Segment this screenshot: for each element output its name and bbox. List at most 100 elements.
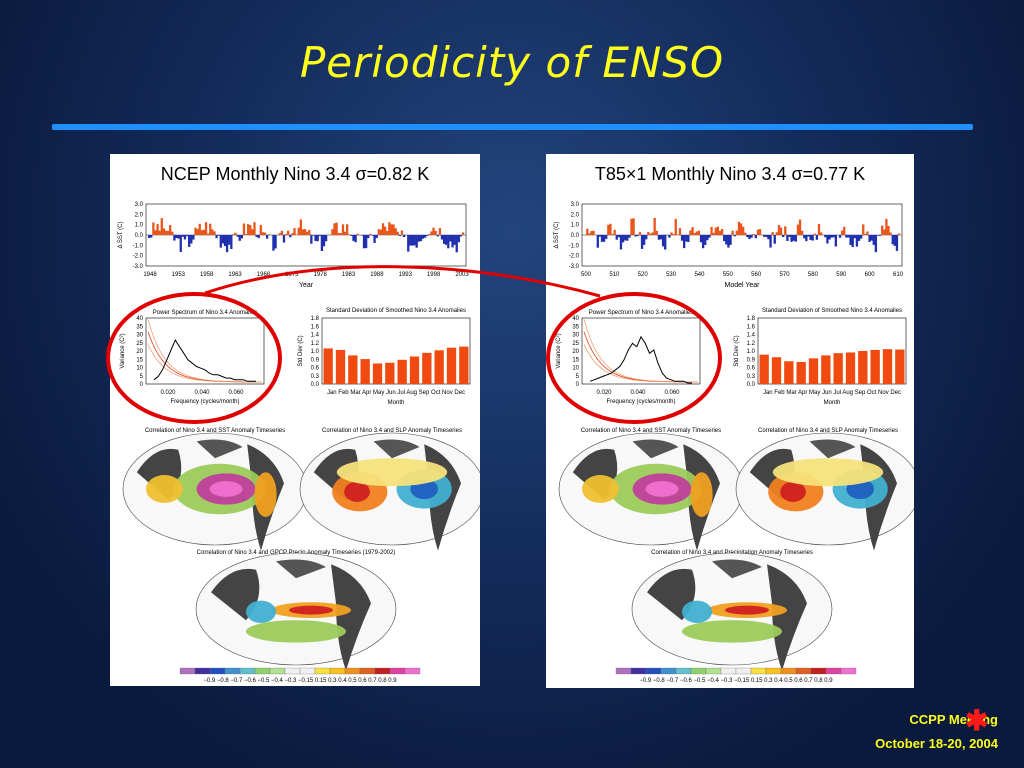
ts-anomaly-bar [409,235,412,246]
ts-xtick: 1953 [172,272,186,278]
power-spectrum-plot: Power Spectrum of Nino 3.4 Anomalies 40 35… [556,310,701,405]
sd-bar [348,355,358,384]
ts-anomaly-bar [244,234,248,235]
ts-anomaly-bar [308,229,311,235]
ps-xtick: 0.020 [160,390,176,396]
ts-anomaly-bar [605,235,608,239]
ts-xtick: 600 [865,272,876,278]
ps-xtick: 0.060 [664,390,680,396]
ts-anomaly-bar [672,234,675,235]
sd-ytick: 1.6 [311,324,320,330]
ts-ytick: -1.0 [569,243,580,249]
ts-anomaly-bar [434,230,437,235]
ts-anomaly-bar [251,229,254,235]
sd-ytick: 0.9 [747,357,756,363]
ps-ytick: 25 [572,341,579,347]
ps-ytick: 25 [136,341,143,347]
sd-bar [821,355,831,384]
ts-anomaly-bar [192,235,195,240]
sd-ytick: 0.6 [311,366,320,372]
ps-xtick: 0.040 [194,390,210,396]
ts-anomaly-bar [356,233,359,235]
sd-bar [360,359,370,384]
ts-anomaly-bar [324,235,328,242]
ts-anomaly-bar [335,222,338,235]
ts-anomaly-bar [883,229,886,235]
ts-anomaly-bar [615,235,618,240]
sst-correlation-map-continent [196,439,243,459]
ts-anomaly-bar [588,233,591,235]
ts-anomaly-bar [773,235,776,244]
ts-anomaly-bar [824,235,827,238]
ts-anomaly-bar [870,235,873,241]
ts-anomaly-bar [685,235,688,242]
ts-anomaly-bar [600,235,604,242]
sd-ylabel: Std Dev (C) [298,335,304,366]
sd-bar [771,357,782,384]
ts-xlabel: Year [299,282,314,289]
colorbar-cell [224,667,241,675]
ts-xtick: 1988 [370,272,384,278]
sd-ytick: 1.8 [311,316,320,322]
ts-anomaly-bar [190,235,193,244]
ts-anomaly-bar [257,235,260,239]
ts-anomaly-bar [590,231,593,235]
ts-anomaly-bar [626,235,629,241]
ts-anomaly-bar [630,218,633,235]
ps-ytick: 20 [572,349,579,355]
ps-ytick: 5 [140,374,144,380]
ts-anomaly-bar [786,235,789,241]
sd-bar [323,348,333,384]
ts-anomaly-bar [194,227,197,235]
ts-anomaly-bar [206,233,210,235]
ts-anomaly-bar [364,235,368,249]
ts-anomaly-bar [278,233,281,235]
ts-anomaly-bar [878,235,882,236]
ts-anomaly-bar [274,235,277,249]
ts-anomaly-bar [367,235,370,239]
ts-ytick: -3.0 [133,264,144,270]
ncep-figure-panel: NCEP Monthly Nino 3.4 σ=0.82 K 3.0 2.0 1.0… [110,154,485,686]
sst-correlation-map-anomaly [690,472,713,517]
ps-confidence-curve [147,331,262,383]
ts-ytick: 3.0 [571,202,580,208]
precip-correlation-map-anomaly [289,605,333,615]
ts-anomaly-bar [859,235,863,239]
ts-anomaly-bar [683,235,686,249]
ts-anomaly-bar [400,230,404,235]
ts-anomaly-bar [699,235,703,243]
colorbar-cell [840,667,857,675]
ts-anomaly-bar [333,223,336,235]
ts-anomaly-bar [215,235,218,239]
ts-anomaly-bar [196,229,199,235]
sd-ytick: 1.4 [311,333,320,339]
colorbar-cell [735,667,752,675]
ts-anomaly-bar [708,235,711,238]
colorbar-cell [660,667,677,675]
sd-bar [845,352,856,384]
ts-xtick: 610 [893,272,904,278]
precip-correlation-map-anomaly [725,605,769,615]
sd-frame [757,317,907,385]
sd-bar [446,347,457,384]
colorbar-cell [645,667,662,675]
ts-anomaly-bar [373,235,376,244]
ts-anomaly-bar [586,228,589,235]
ts-anomaly-bar [348,234,351,235]
ts-anomaly-bar [817,223,821,235]
ts-anomaly-bar [440,235,444,240]
ts-anomaly-bar [748,235,751,240]
ts-anomaly-bar [171,231,174,235]
ts-anomaly-bar [851,235,854,248]
ts-anomaly-bar [642,235,646,245]
sd-bar [409,356,420,384]
colorbar-cell [299,667,316,675]
ts-anomaly-bar [350,235,353,236]
ts-anomaly-bar [803,235,806,239]
ts-anomaly-bar [419,235,423,242]
ncep-panel-header: NCEP Monthly Nino 3.4 σ=0.82 K [160,163,430,184]
slp-correlation-map-continent [373,439,420,459]
ts-anomaly-bar [461,232,465,235]
sd-ytick: 1.4 [747,333,756,339]
ts-anomaly-bar [181,235,185,237]
